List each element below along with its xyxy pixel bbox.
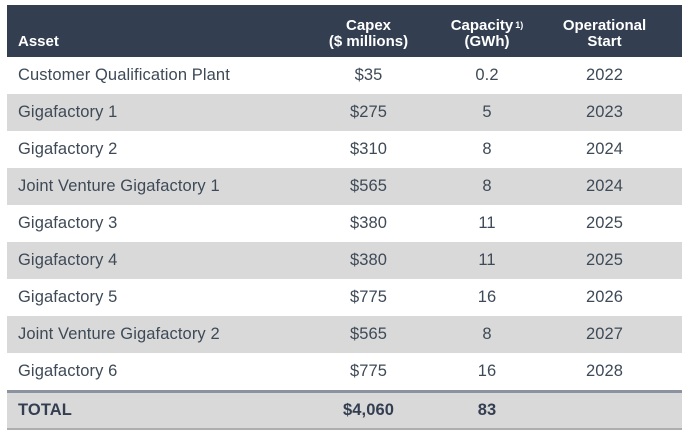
start-cell: 2025 bbox=[585, 251, 624, 269]
table-body: Customer Qualification Plant $35 0.2 202… bbox=[7, 57, 682, 390]
asset-capex-table: Asset Capex ($ millions) Capacity 1) (GWh… bbox=[7, 5, 682, 430]
asset-cell: Gigafactory 1 bbox=[18, 103, 118, 121]
capacity-cell: 16 bbox=[477, 288, 497, 306]
capex-cell: $775 bbox=[349, 288, 388, 306]
capex-cell: $775 bbox=[349, 362, 388, 380]
column-header-operational-start: Operational Start bbox=[527, 18, 682, 50]
asset-cell: Gigafactory 6 bbox=[18, 362, 118, 380]
capacity-cell: 8 bbox=[482, 177, 492, 195]
capex-cell: $310 bbox=[349, 140, 388, 158]
capex-cell: $35 bbox=[354, 66, 383, 84]
capacity-cell: 16 bbox=[477, 362, 497, 380]
table-row: Gigafactory 5 $775 16 2026 bbox=[7, 279, 682, 316]
start-cell: 2026 bbox=[585, 288, 624, 306]
table-row: Gigafactory 6 $775 16 2028 bbox=[7, 353, 682, 390]
table-row: Gigafactory 4 $380 11 2025 bbox=[7, 242, 682, 279]
table-row: Gigafactory 2 $310 8 2024 bbox=[7, 131, 682, 168]
capacity-header-line1: Capacity bbox=[450, 17, 514, 34]
footnote-marker: 1) bbox=[515, 20, 524, 30]
capacity-cell: 11 bbox=[478, 214, 496, 232]
asset-cell: Gigafactory 4 bbox=[18, 251, 118, 269]
asset-cell: Joint Venture Gigafactory 1 bbox=[18, 177, 220, 195]
capex-cell: $380 bbox=[349, 251, 388, 269]
capacity-cell: 8 bbox=[482, 140, 492, 158]
asset-cell: Gigafactory 3 bbox=[18, 214, 118, 232]
column-header-asset: Asset bbox=[18, 33, 59, 50]
start-cell: 2022 bbox=[585, 66, 624, 84]
start-cell: 2023 bbox=[585, 103, 624, 121]
total-label: TOTAL bbox=[18, 401, 72, 419]
start-cell: 2024 bbox=[585, 177, 624, 195]
capex-cell: $565 bbox=[349, 325, 388, 343]
start-header-line2: Start bbox=[587, 33, 622, 50]
asset-cell: Joint Venture Gigafactory 2 bbox=[18, 325, 220, 343]
capacity-header-line2: (GWh) bbox=[464, 33, 510, 50]
capacity-cell: 5 bbox=[482, 103, 492, 121]
capex-cell: $380 bbox=[349, 214, 388, 232]
start-cell: 2025 bbox=[585, 214, 624, 232]
total-row: TOTAL $4,060 83 bbox=[7, 390, 682, 430]
column-header-capex: Capex ($ millions) bbox=[290, 18, 447, 50]
capex-header-line1: Capex bbox=[345, 17, 392, 34]
asset-cell: Gigafactory 2 bbox=[18, 140, 118, 158]
table-row: Customer Qualification Plant $35 0.2 202… bbox=[7, 57, 682, 94]
capex-cell: $565 bbox=[349, 177, 388, 195]
asset-cell: Gigafactory 5 bbox=[18, 288, 118, 306]
start-cell: 2027 bbox=[585, 325, 624, 343]
asset-cell: Customer Qualification Plant bbox=[18, 66, 230, 84]
start-header-line1: Operational bbox=[562, 17, 647, 34]
table-row: Joint Venture Gigafactory 2 $565 8 2027 bbox=[7, 316, 682, 353]
table-row: Gigafactory 1 $275 5 2023 bbox=[7, 94, 682, 131]
capex-cell: $275 bbox=[349, 103, 388, 121]
table-row: Gigafactory 3 $380 11 2025 bbox=[7, 205, 682, 242]
table-header-row: Asset Capex ($ millions) Capacity 1) (GWh… bbox=[7, 5, 682, 57]
capex-header-line2: ($ millions) bbox=[328, 33, 409, 50]
start-cell: 2024 bbox=[585, 140, 624, 158]
start-cell: 2028 bbox=[585, 362, 624, 380]
total-capacity: 83 bbox=[477, 401, 497, 419]
capacity-cell: 11 bbox=[478, 251, 496, 269]
column-header-capacity: Capacity 1) (GWh) bbox=[447, 18, 527, 50]
table-row: Joint Venture Gigafactory 1 $565 8 2024 bbox=[7, 168, 682, 205]
capacity-cell: 8 bbox=[482, 325, 492, 343]
capacity-cell: 0.2 bbox=[475, 66, 499, 84]
total-capex: $4,060 bbox=[342, 401, 395, 419]
